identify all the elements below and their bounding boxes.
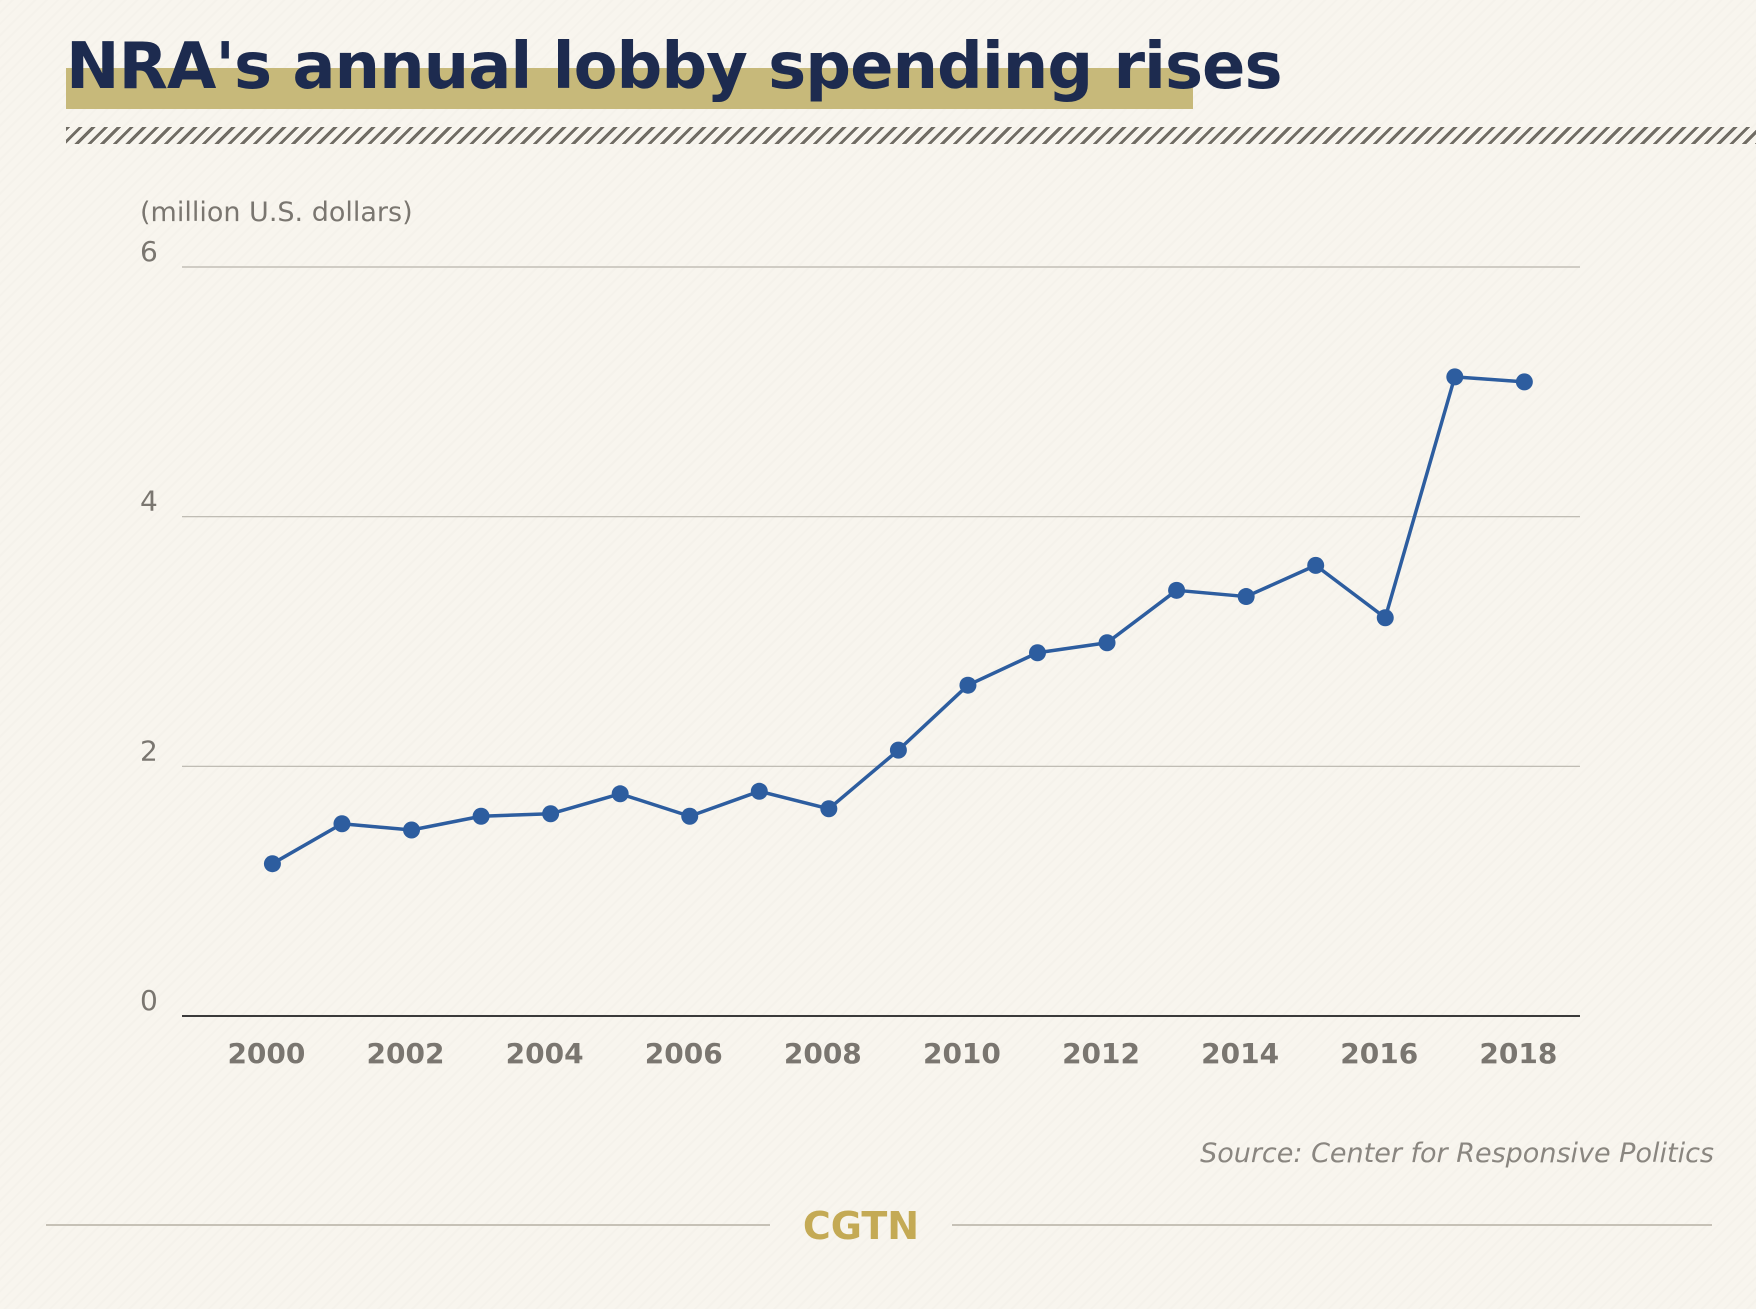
data-point-2008 <box>820 800 838 818</box>
data-point-2007 <box>750 782 768 800</box>
data-point-2001 <box>333 815 351 833</box>
data-point-2006 <box>681 807 699 825</box>
x-tick-label: 2008 <box>784 1037 862 1070</box>
data-point-2009 <box>889 741 907 759</box>
brand-logo: CGTN <box>802 1204 920 1248</box>
data-point-2018 <box>1515 373 1533 391</box>
data-point-2013 <box>1168 581 1186 599</box>
x-tick-label: 2018 <box>1479 1037 1557 1070</box>
y-tick-label: 2 <box>140 734 158 767</box>
data-point-2010 <box>959 676 977 694</box>
x-tick-label: 2016 <box>1340 1037 1418 1070</box>
title-highlight-band <box>66 68 1193 109</box>
series-layer <box>263 368 1533 873</box>
footer-divider-right <box>952 1224 1712 1226</box>
footer-divider-left <box>46 1224 770 1226</box>
x-tick-label: 2000 <box>227 1037 305 1070</box>
data-point-2017 <box>1446 368 1464 386</box>
x-tick-label: 2006 <box>645 1037 723 1070</box>
data-point-2012 <box>1098 634 1116 652</box>
y-tick-label: 6 <box>140 235 158 268</box>
data-point-2004 <box>542 805 560 823</box>
y-axis-unit-label: (million U.S. dollars) <box>140 197 413 228</box>
data-point-2016 <box>1376 609 1394 627</box>
y-tick-label: 0 <box>140 984 158 1017</box>
x-axis-ticks: 2000 2002 2004 2006 2008 2010 2012 2014 2016 2018 <box>227 1037 1557 1070</box>
x-tick-label: 2004 <box>506 1037 584 1070</box>
source-note: Source: Center for Responsive Politics <box>1200 1138 1714 1169</box>
data-point-2015 <box>1307 556 1325 574</box>
data-point-2003 <box>472 807 490 825</box>
data-point-2005 <box>611 785 629 803</box>
series-line <box>271 375 1525 866</box>
page-title: NRA's annual lobby spending rises <box>66 30 1283 104</box>
grid-layer <box>182 266 1580 1017</box>
data-point-2000 <box>263 855 281 873</box>
x-tick-label: 2012 <box>1062 1037 1140 1070</box>
x-tick-label: 2002 <box>367 1037 445 1070</box>
x-tick-label: 2010 <box>923 1037 1001 1070</box>
y-tick-label: 4 <box>140 485 158 518</box>
title-hatch-divider <box>66 127 1756 144</box>
y-axis-ticks: 0 2 4 6 <box>140 235 158 1017</box>
data-point-2011 <box>1028 644 1046 662</box>
data-point-2002 <box>403 821 421 839</box>
data-point-2014 <box>1237 588 1255 606</box>
x-tick-label: 2014 <box>1201 1037 1279 1070</box>
